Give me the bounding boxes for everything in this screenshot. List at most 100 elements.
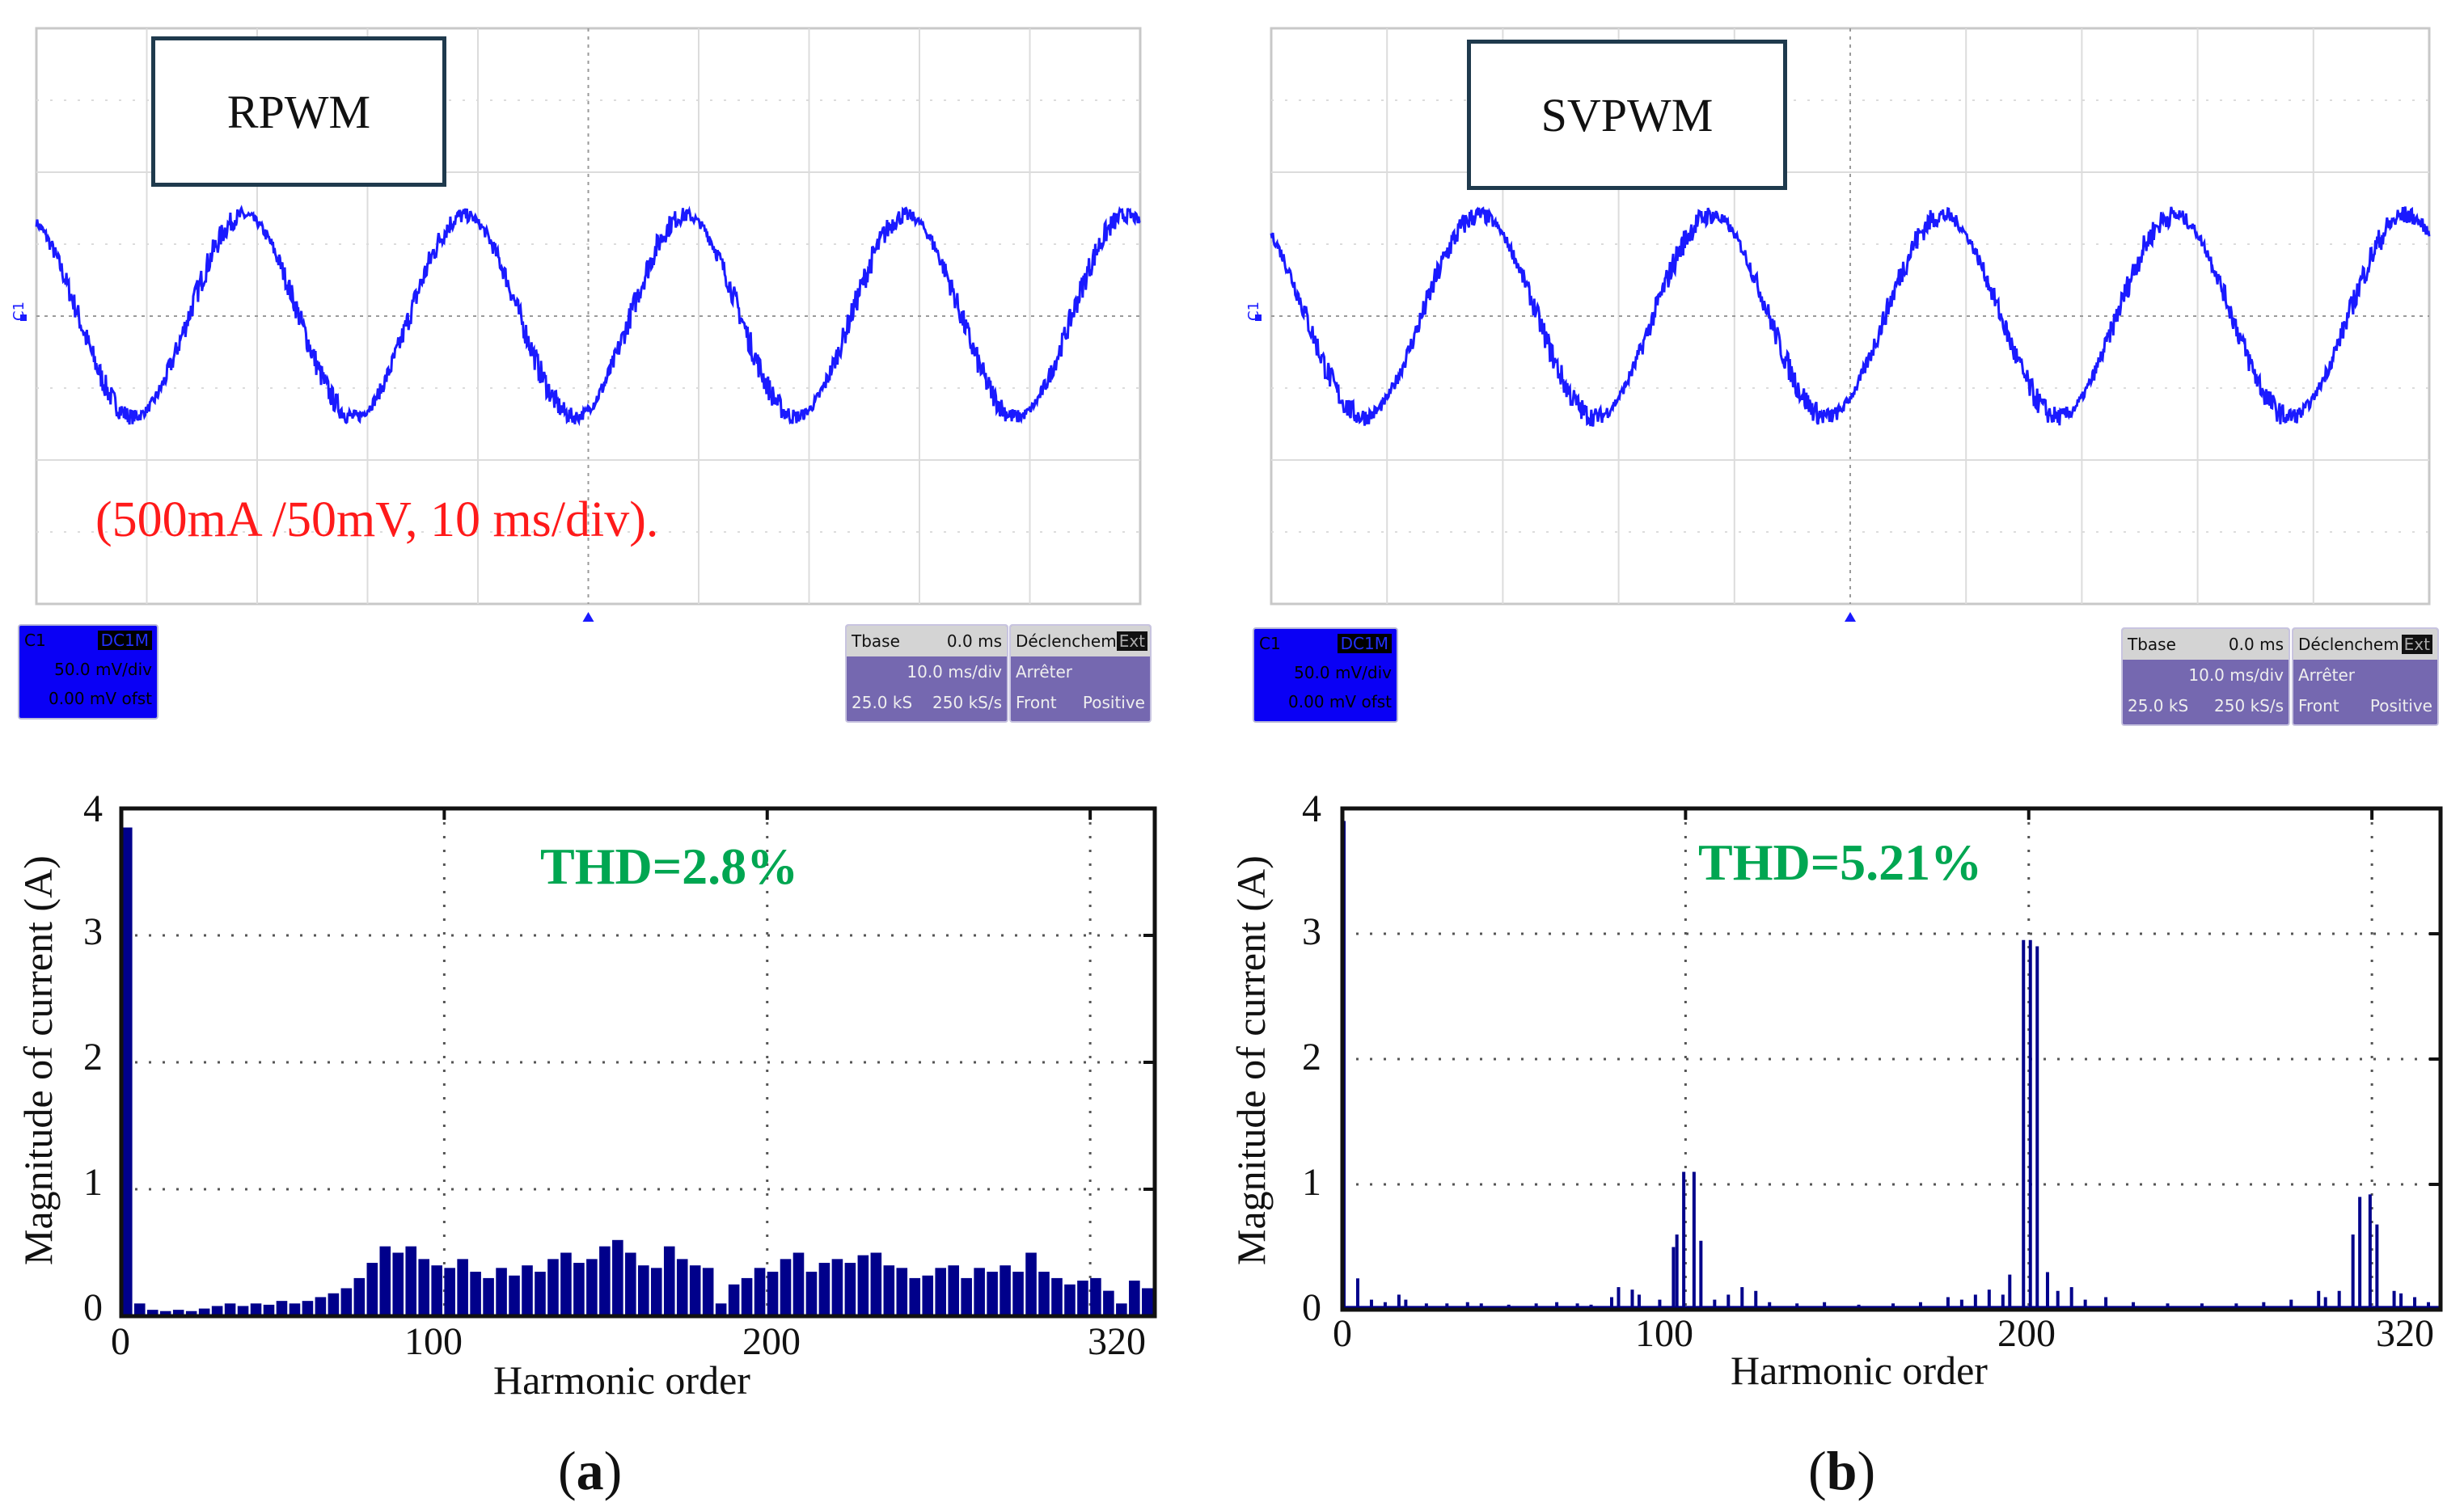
spectrum-bar — [2323, 1297, 2327, 1310]
spectrum-bar — [121, 827, 133, 1316]
channel-panel-a[interactable]: C1 DC1M 50.0 mV/div 0.00 mV ofst — [18, 624, 158, 720]
spectrum-bar — [1675, 1235, 1679, 1310]
spectrum-bar — [1397, 1294, 1401, 1310]
spectrum-bar — [1355, 1278, 1359, 1310]
spectrum-bar — [1090, 1277, 1101, 1316]
spectrum-bar — [2008, 1274, 2012, 1310]
thd-label-b: THD=5.21% — [1698, 834, 1983, 891]
spectrum-bar — [1768, 1302, 1772, 1310]
spectrum-bar — [961, 1277, 972, 1316]
spectrum-bar — [1891, 1303, 1895, 1310]
spectrum-bar — [146, 1310, 158, 1316]
spectrum-bar — [689, 1265, 701, 1316]
spectrum-bar — [392, 1252, 404, 1316]
spectrum-bar — [2166, 1303, 2170, 1310]
spectrum-bar — [1857, 1304, 1861, 1310]
scale-note: (500mA /50mV, 10 ms/div). — [95, 492, 659, 547]
spectrum-bar — [1051, 1277, 1063, 1316]
spectrum-bar — [2392, 1290, 2396, 1310]
spectrum-bar — [612, 1239, 623, 1316]
spectrum-bar — [1445, 1303, 1449, 1310]
spectrum-bar — [1383, 1302, 1387, 1310]
scope-trace — [35, 205, 1141, 427]
sample-count: 25.0 kS — [2128, 696, 2189, 715]
timebase-panel-a[interactable]: Tbase 0.0 ms 10.0 ms/div 25.0 kS 250 kS/s — [845, 624, 1008, 723]
spectrum-bar — [1672, 1247, 1676, 1310]
spectrum-bar — [379, 1246, 391, 1316]
spectrum-bar — [1575, 1303, 1579, 1310]
spectrum-bar — [1025, 1252, 1037, 1316]
spectrum-bar — [328, 1293, 340, 1316]
trigger-title: Déclenchem — [1016, 631, 1117, 651]
spectrum-bar — [754, 1268, 766, 1316]
spectrum-bar — [896, 1268, 908, 1316]
x-tick: 200 — [742, 1320, 801, 1363]
spectrum-bar — [1713, 1299, 1717, 1310]
y-tick: 4 — [83, 787, 103, 830]
spectrum-bar — [1507, 1304, 1511, 1310]
spectrum-bar — [1404, 1299, 1408, 1310]
spectrum-bar — [1116, 1303, 1127, 1316]
trigger-position-marker — [1845, 612, 1856, 622]
spectrum-bar — [133, 1303, 146, 1316]
y-tick: 1 — [83, 1161, 103, 1204]
spectrum-bar — [948, 1265, 959, 1316]
y-tick: 2 — [83, 1036, 103, 1078]
channel-name: C1 — [24, 631, 46, 650]
spectrum-bar — [638, 1265, 649, 1316]
trigger-type: Front — [1016, 693, 1057, 712]
timebase-panel-b[interactable]: Tbase 0.0 ms 10.0 ms/div 25.0 kS 250 kS/s — [2121, 627, 2290, 726]
spectrum-bar — [535, 1272, 546, 1316]
coupling-tag: DC1M — [1337, 634, 1392, 653]
spectrum-bar — [211, 1306, 223, 1316]
trigger-state: Arrêter — [1016, 662, 1073, 682]
spectrum-bar — [1103, 1290, 1114, 1316]
spectrum-bar — [586, 1259, 598, 1316]
spectrum-bar — [1555, 1302, 1559, 1310]
spectrum-bar — [676, 1259, 688, 1316]
spectrum-bar — [1973, 1294, 1977, 1310]
spectrum-bar — [1692, 1171, 1696, 1310]
plot-area — [1342, 808, 2441, 1310]
spectrum-bar — [599, 1246, 611, 1316]
spectrum-bar — [2200, 1303, 2204, 1310]
spectrum-bar — [159, 1311, 171, 1316]
spectrum-bar — [276, 1301, 288, 1316]
spectrum-bar — [1918, 1302, 1922, 1310]
spectrum-bar — [2056, 1290, 2060, 1310]
spectrum-bar — [2399, 1293, 2403, 1310]
spectrum-bar — [1637, 1294, 1641, 1310]
timebase-title: Tbase — [2128, 635, 2176, 654]
spectrum-bar — [185, 1311, 197, 1316]
spectrum-bar — [496, 1268, 507, 1316]
spectrum-bar — [2358, 1197, 2362, 1310]
spectrum-bar — [573, 1263, 585, 1316]
mode-label-svpwm: SVPWM — [1467, 40, 1787, 190]
channel-panel-b[interactable]: C1 DC1M 50.0 mV/div 0.00 mV ofst — [1253, 627, 1398, 723]
trigger-panel-b[interactable]: Déclenchem Ext Arrêter Front Positive — [2292, 627, 2439, 726]
spectrum-bar — [650, 1268, 662, 1316]
ground-level-marker — [1255, 314, 1262, 321]
spectrum-bar — [1077, 1281, 1088, 1316]
offset: 0.00 mV ofst — [49, 689, 152, 708]
spectrum-bar — [883, 1265, 895, 1316]
spectrum-bar — [625, 1252, 636, 1316]
trigger-type: Front — [2298, 696, 2339, 715]
spectrum-bar — [2083, 1299, 2087, 1310]
coupling-tag: DC1M — [97, 631, 152, 650]
y-tick: 2 — [1302, 1036, 1321, 1078]
volts-per-div: 50.0 mV/div — [54, 660, 152, 679]
caption-letter: b — [1826, 1440, 1858, 1501]
spectrum-bar — [1682, 1171, 1686, 1310]
spectrum-bar — [1699, 1240, 1703, 1310]
timebase-delay: 0.0 ms — [2228, 635, 2284, 654]
trigger-panel-a[interactable]: Déclenchem Ext Arrêter Front Positive — [1009, 624, 1152, 723]
spectrum-bar — [1589, 1304, 1593, 1310]
spectrum-bar — [1754, 1290, 1758, 1310]
x-tick: 320 — [1088, 1320, 1146, 1363]
spectrum-bar — [1630, 1289, 1634, 1310]
y-axis-label-a: Magnitude of current (A) — [15, 855, 61, 1265]
spectrum-bar — [237, 1306, 249, 1316]
spectrum-bar — [1038, 1272, 1050, 1316]
spectrum-bar — [2001, 1294, 2005, 1310]
